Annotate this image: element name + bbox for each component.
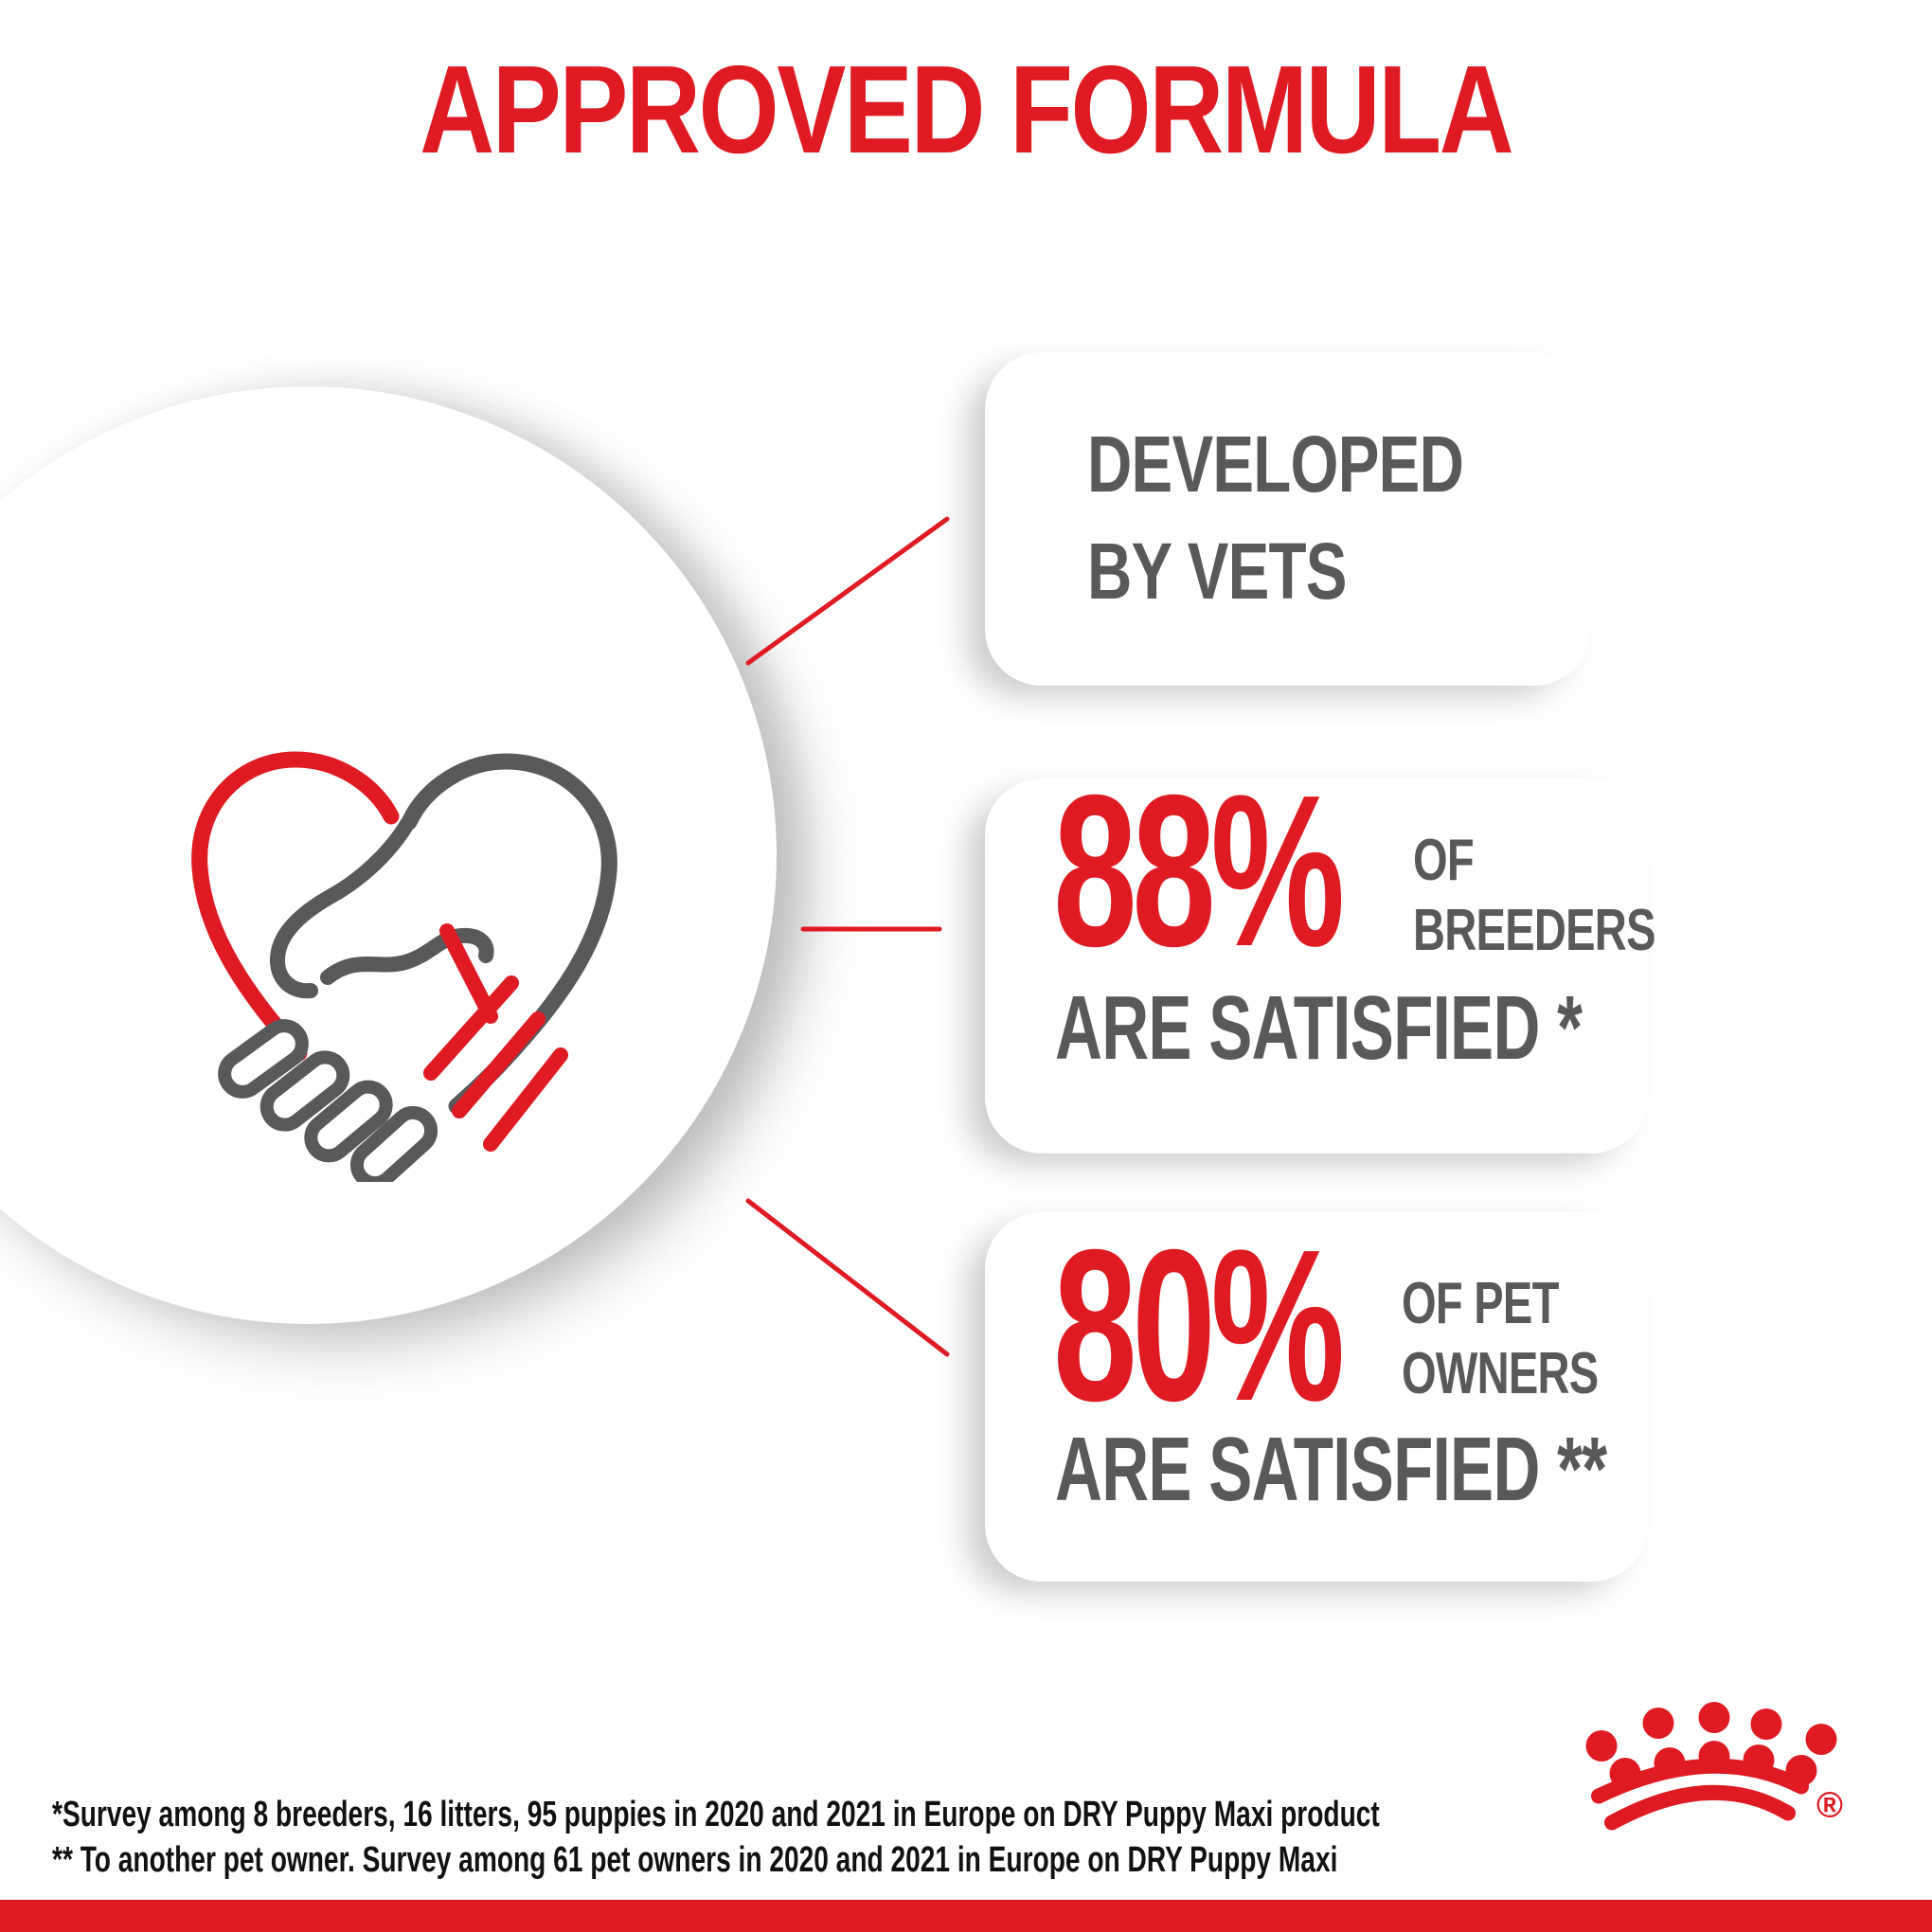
crown-dot <box>1585 1730 1618 1762</box>
crown-dots <box>1585 1702 1837 1789</box>
by-vets-line: BY VETS <box>1087 527 1347 616</box>
red-finger <box>439 923 498 1024</box>
footnote-line: ** To another pet owner. Survey among 61… <box>52 1840 1338 1880</box>
developed-line: DEVELOPED <box>1087 420 1464 509</box>
footnotes: *Survey among 8 breeders, 16 litters, 95… <box>52 1792 1846 1883</box>
crown-dot <box>1750 1708 1782 1740</box>
heart-left-lobe <box>191 751 400 1062</box>
qualifier-line: OF PET <box>1402 1271 1559 1336</box>
crown-logo-svg: ® <box>1585 1702 1843 1831</box>
crown-dot <box>1805 1724 1837 1755</box>
red-fingers <box>423 923 568 1152</box>
red-finger <box>452 1011 546 1118</box>
page-title: APPROVED FORMULA <box>420 40 1514 179</box>
connector-bottom <box>745 1198 950 1357</box>
royal-canin-crown-logo: ® <box>1572 1684 1866 1845</box>
handshake-heart-svg <box>191 751 617 1190</box>
knuckle-finger <box>259 1050 350 1132</box>
handshake-heart-icon <box>189 746 635 1190</box>
knuckle-finger <box>218 1019 309 1099</box>
thumb-wave-line <box>320 927 494 985</box>
developed-by-vets-text: DEVELOPED BY VETS <box>1087 411 1569 625</box>
hand-back-edge <box>270 816 415 999</box>
red-finger <box>483 1047 568 1152</box>
crown-arc-lower <box>1604 1784 1796 1831</box>
card-pet-owners-stat: 80% OF PET OWNERS ARE SATISFIED ** <box>985 1212 1648 1582</box>
connector-top <box>745 516 950 666</box>
red-finger <box>423 975 519 1081</box>
qualifier-line: OF <box>1413 828 1475 893</box>
pet-owners-statement: ARE SATISFIED ** <box>1055 1419 1607 1520</box>
pet-owners-percentage: 80% <box>1053 1206 1345 1446</box>
breeders-statement: ARE SATISFIED * <box>1055 977 1583 1079</box>
card-developed-by-vets: DEVELOPED BY VETS <box>985 352 1591 686</box>
breeders-percentage: 88% <box>1053 751 1345 992</box>
breeders-qualifier: OF BREEDERS <box>1413 826 1732 966</box>
crown-arc-upper <box>1591 1758 1809 1804</box>
gray-knuckles <box>218 1019 438 1190</box>
qualifier-line: OWNERS <box>1402 1341 1599 1406</box>
crown-dot <box>1642 1708 1674 1739</box>
registered-mark: ® <box>1816 1786 1843 1826</box>
crown-dot <box>1698 1702 1730 1733</box>
footnote-line: *Survey among 8 breeders, 16 litters, 95… <box>52 1795 1380 1834</box>
pet-owners-qualifier: OF PET OWNERS <box>1402 1269 1660 1409</box>
card-breeders-stat: 88% OF BREEDERS ARE SATISFIED * <box>985 763 1656 1154</box>
knuckle-finger <box>349 1105 438 1190</box>
qualifier-line: BREEDERS <box>1413 898 1656 963</box>
knuckle-finger <box>304 1080 393 1163</box>
bottom-red-bar <box>0 1900 1932 1932</box>
